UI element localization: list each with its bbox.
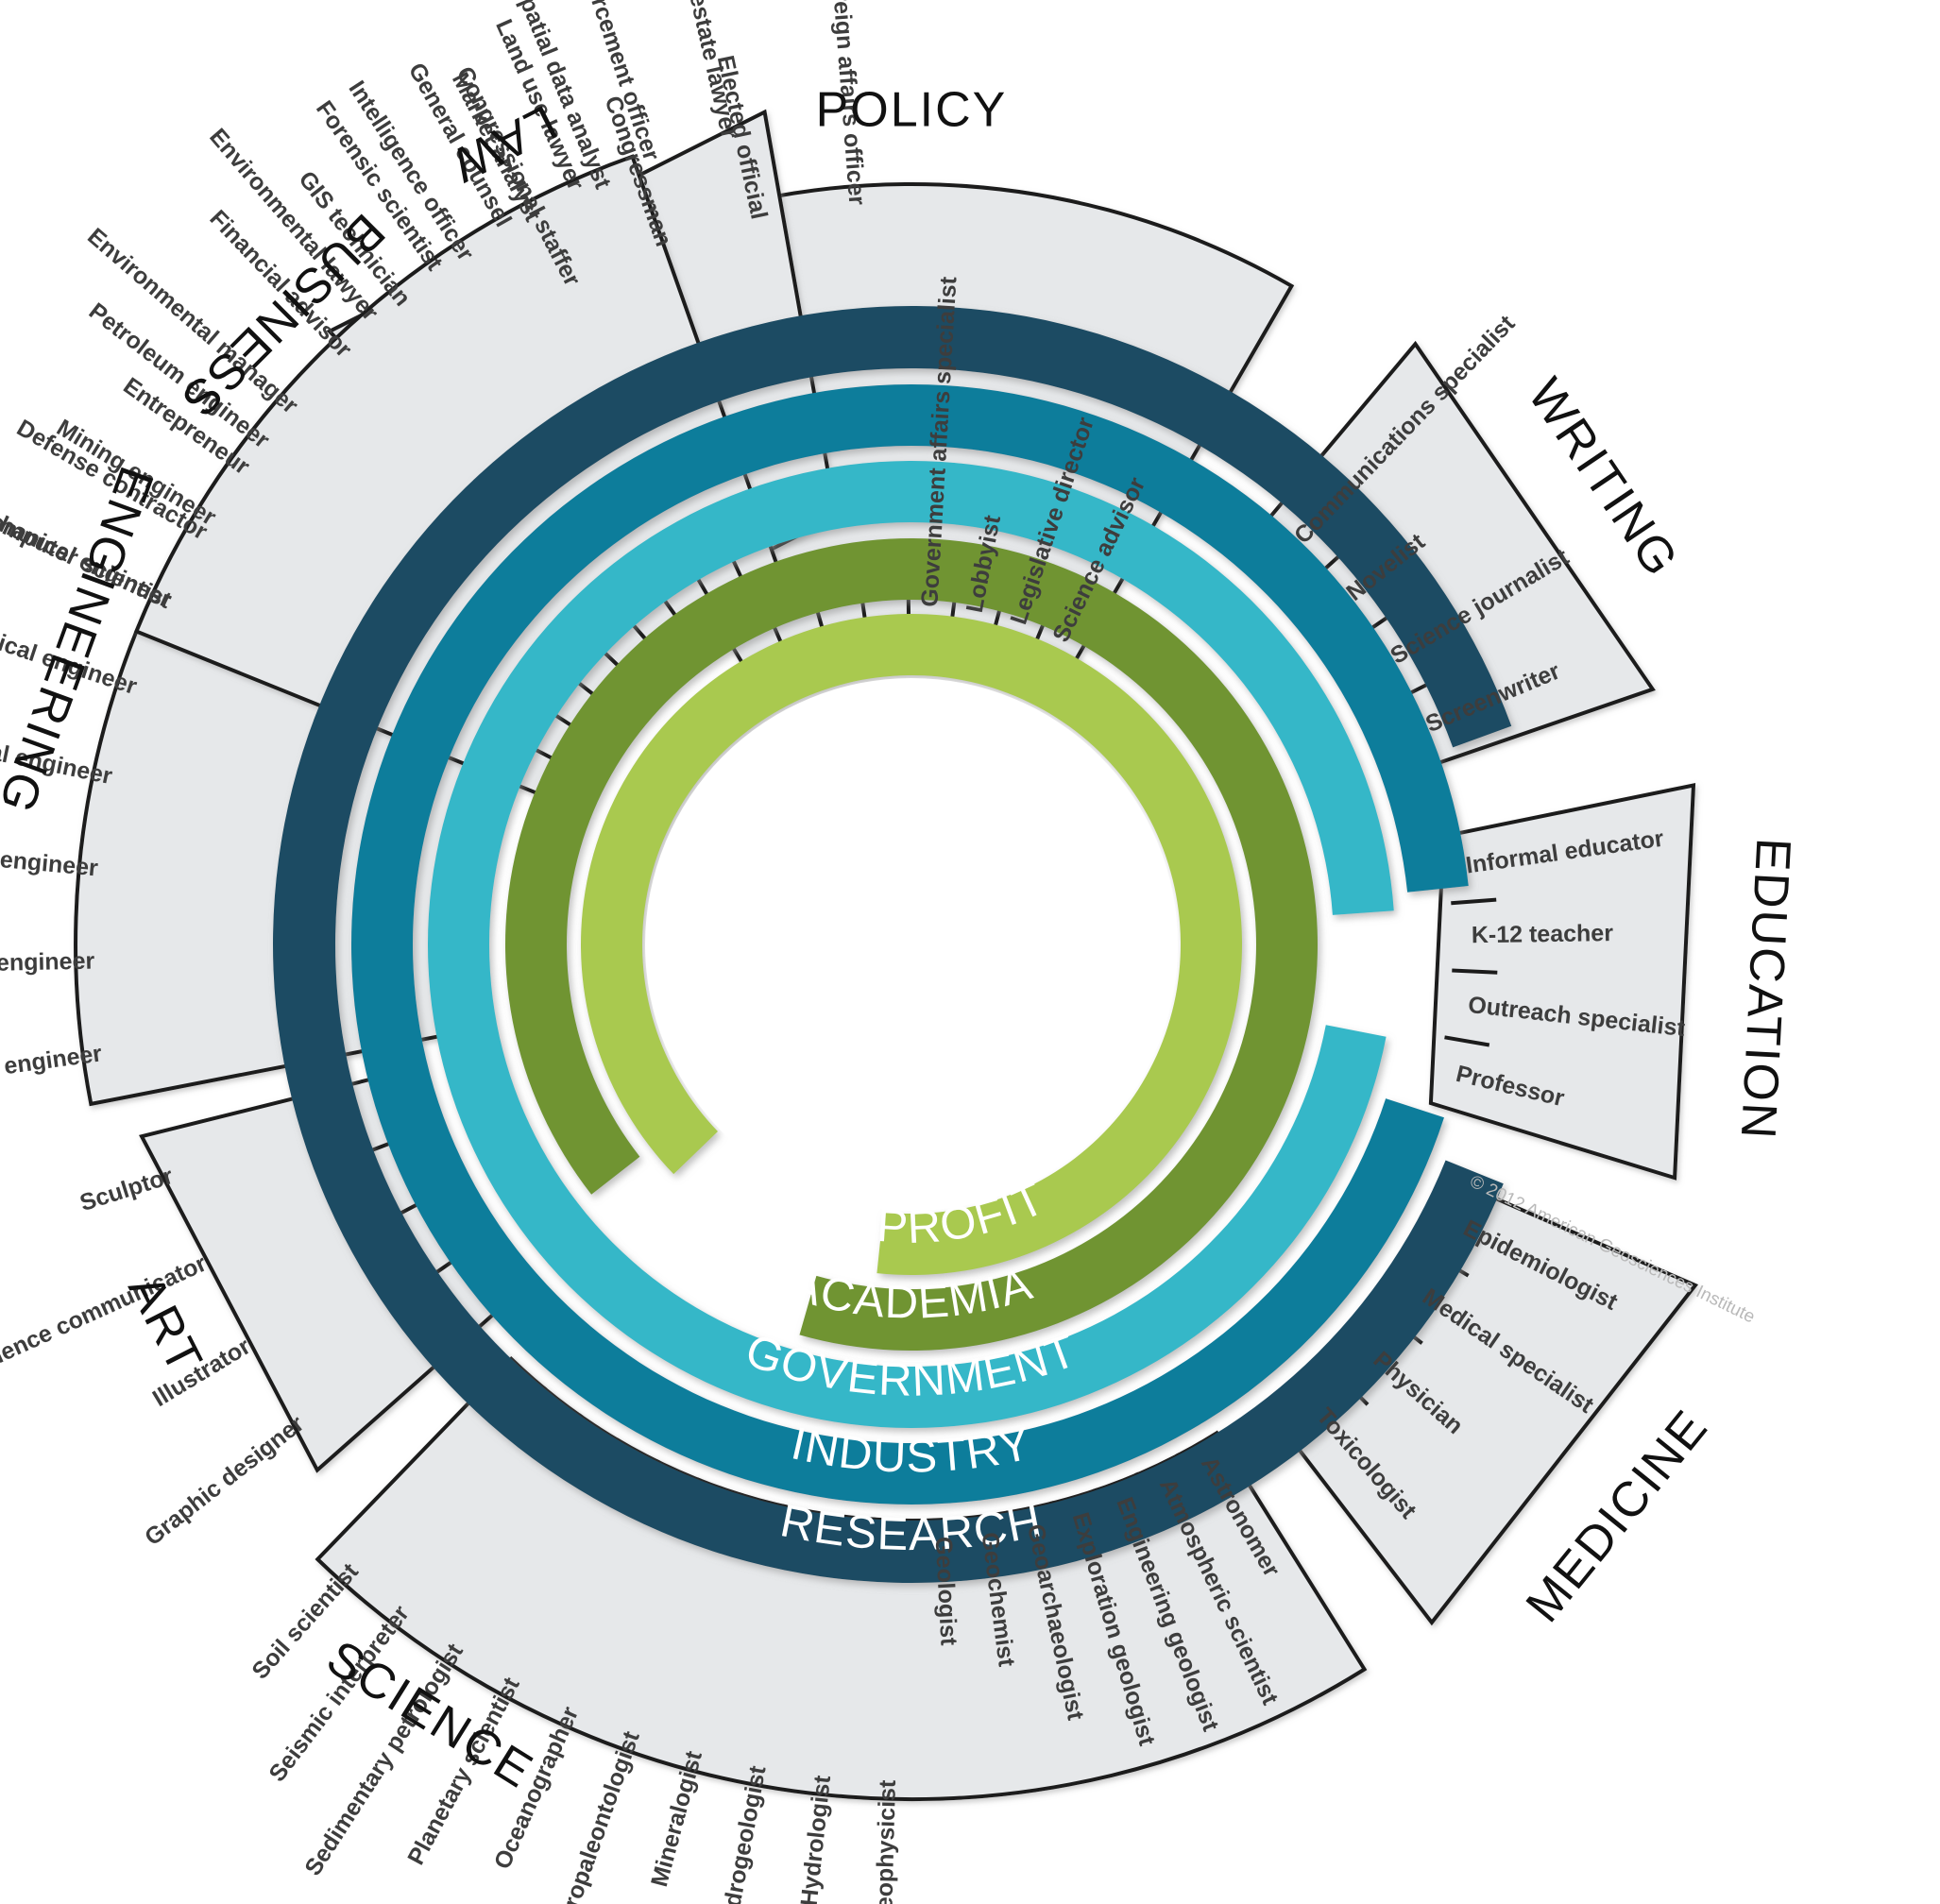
wheel-center-hole	[645, 678, 1178, 1211]
job-label: Sculptor	[77, 1163, 176, 1216]
job-label: K-12 teacher	[1472, 920, 1614, 948]
job-divider-tick	[1451, 897, 1497, 906]
sector-title-education: EDUCATION	[1730, 837, 1801, 1142]
sector-title-policy: POLICY	[816, 83, 1008, 138]
employment-rings-layer	[272, 306, 1512, 1584]
job-divider-tick	[1444, 1035, 1490, 1047]
sector-wedge-education[interactable]	[1428, 783, 1696, 1181]
job-divider-tick	[1452, 968, 1498, 975]
job-label: Chemical engineer	[0, 948, 95, 979]
job-label: Mineralogist	[646, 1747, 707, 1889]
ring-label-research: RESEARCH	[776, 1495, 1047, 1560]
job-label: Geologist	[930, 1536, 962, 1646]
job-label: Graphic designer	[140, 1410, 309, 1551]
job-label: Hydrogeologist	[714, 1763, 772, 1904]
job-label: Geophysicist	[871, 1779, 901, 1904]
